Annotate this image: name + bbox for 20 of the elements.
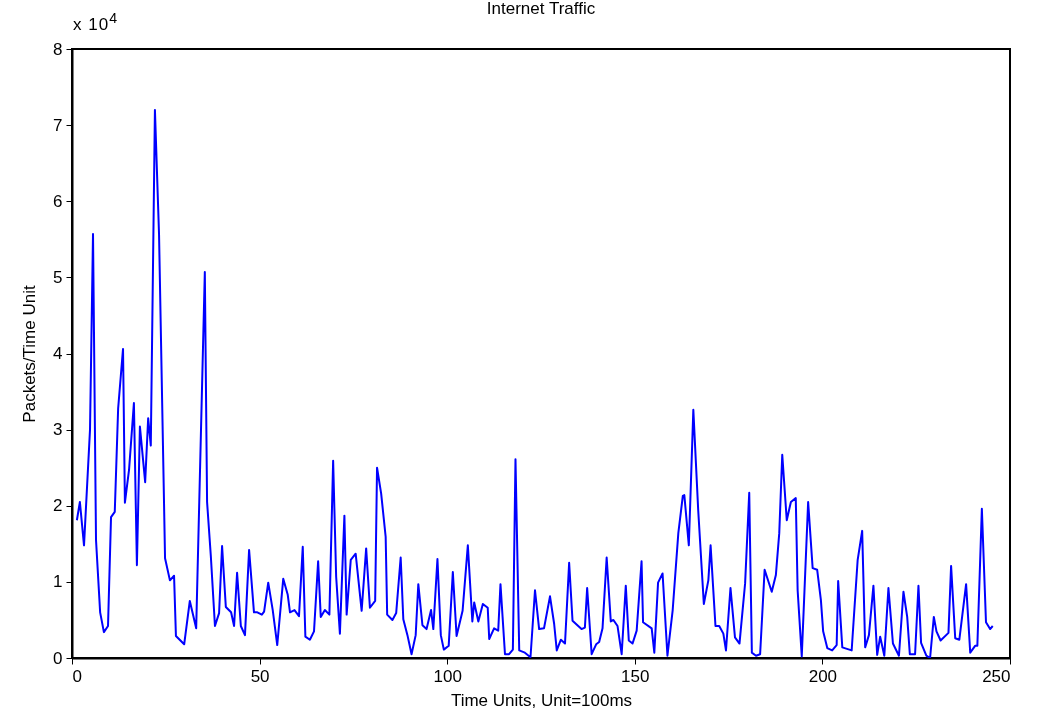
y-tick-label: 3 (53, 420, 63, 440)
y-tick-label: 0 (53, 648, 63, 668)
y-tick-label: 6 (53, 191, 63, 211)
y-tick-label: 4 (53, 344, 63, 363)
y-tick-label: 7 (53, 115, 63, 135)
x-tick-label: 150 (621, 666, 650, 686)
x-tick-label: 50 (250, 666, 270, 686)
y-axis-title: Packets/Time Unit (20, 285, 40, 423)
y-tick-label: 8 (53, 39, 63, 59)
x-tick-label: 100 (433, 666, 462, 686)
y-tick-label: 2 (53, 496, 63, 516)
x-axis-title: Time Units, Unit=100ms (450, 690, 633, 710)
chart-title: Internet Traffic (486, 0, 596, 18)
y-tick-label: 1 (53, 572, 63, 592)
y-tick-label: 5 (53, 267, 63, 287)
x-tick-label: 200 (808, 666, 838, 686)
text: x 10$^{4}$ (73, 10, 119, 35)
x-tick-label: 0 (72, 666, 82, 686)
line-series (75, 108, 994, 658)
x-tick-label: 250 (982, 666, 1011, 686)
